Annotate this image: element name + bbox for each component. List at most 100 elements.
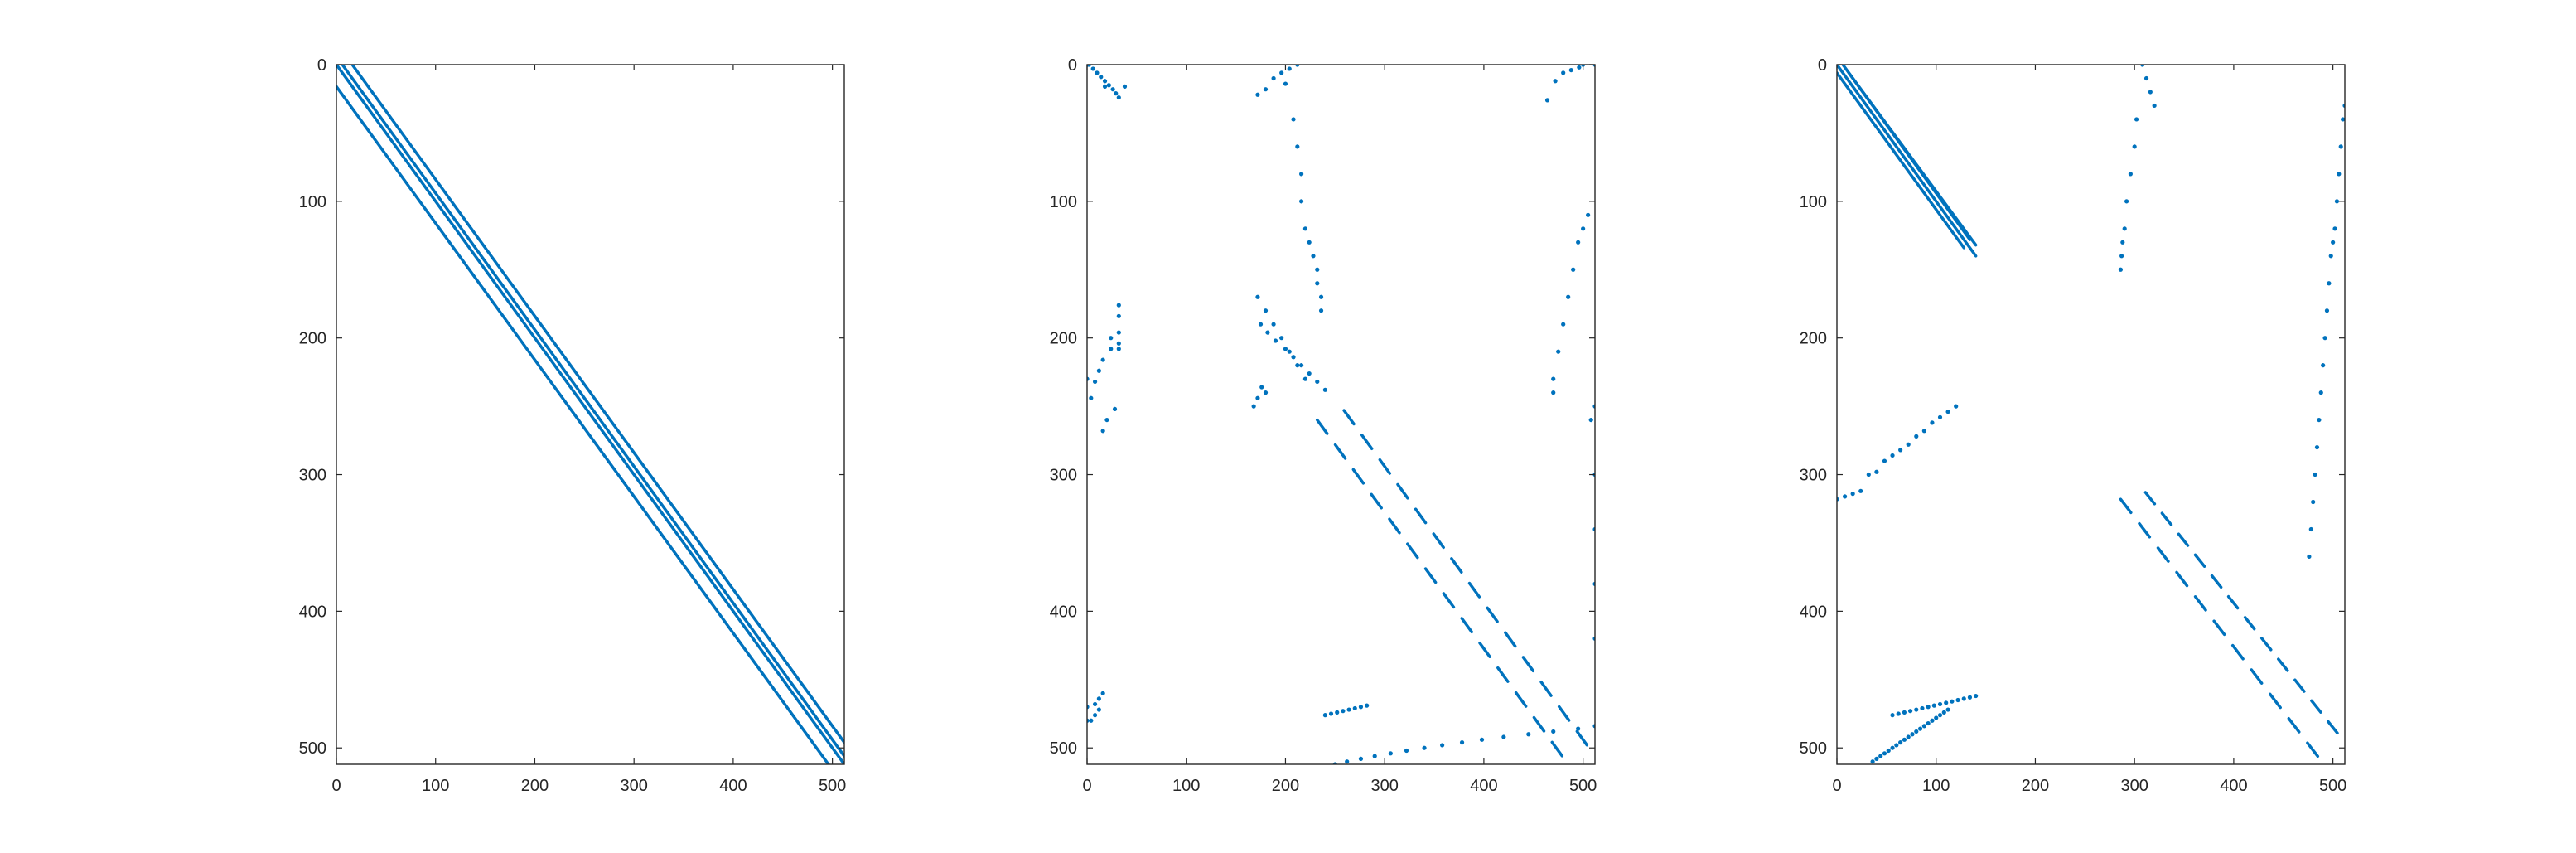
nonzero-point — [1255, 294, 1260, 299]
nonzero-point — [1974, 693, 1979, 699]
dashed-band-1-dash — [2327, 720, 2339, 735]
dashed-band-2-dash — [1496, 666, 1510, 683]
nonzero-point — [1890, 713, 1895, 718]
nonzero-point — [1937, 713, 1943, 718]
x-tick-label: 500 — [2319, 777, 2346, 795]
nonzero-point — [1878, 754, 1883, 758]
nonzero-point — [1926, 705, 1931, 710]
nonzero-point — [1302, 376, 1307, 381]
y-tick-label: 200 — [1800, 330, 1827, 348]
dashed-band-2-dash — [1442, 592, 1456, 609]
nonzero-point — [2327, 281, 2332, 286]
nonzero-point — [1110, 87, 1115, 92]
dashed-band-2-dash — [2138, 521, 2152, 539]
dashed-band-1-dash — [1432, 532, 1445, 550]
nonzero-point — [1526, 732, 1531, 737]
nonzero-point — [1571, 267, 1576, 272]
nonzero-point — [1258, 322, 1264, 327]
nonzero-point — [1874, 756, 1879, 762]
dashed-band-1-dash — [2177, 532, 2190, 547]
nonzero-point — [1906, 442, 1911, 447]
nonzero-point — [1299, 172, 1304, 177]
nonzero-point — [1934, 715, 1939, 720]
nonzero-point — [1501, 734, 1506, 739]
nonzero-point — [2332, 226, 2337, 231]
nonzero-point — [2324, 308, 2330, 313]
nonzero-point — [1551, 729, 1556, 734]
nonzero-point — [2132, 144, 2137, 149]
nonzero-point — [1100, 357, 1105, 362]
nonzero-point — [1920, 705, 1925, 711]
nonzero-point — [2122, 226, 2127, 231]
dashed-band-1-dash — [2160, 511, 2173, 526]
y-tick-label: 400 — [1050, 603, 1077, 621]
diagonal-band-4 — [336, 85, 830, 764]
dashed-band-2-dash — [2306, 741, 2320, 758]
dashed-band-1-dash — [1521, 656, 1535, 673]
nonzero-point — [1259, 385, 1264, 390]
nonzero-point — [1283, 81, 1288, 86]
dashed-band-2-dash — [1478, 642, 1491, 658]
x-tick-label: 0 — [331, 777, 341, 795]
nonzero-point — [1581, 226, 1586, 231]
nonzero-point — [1898, 740, 1903, 745]
nonzero-point — [1586, 212, 1591, 217]
dashed-band-2-dash — [1460, 617, 1473, 634]
dashed-band-2-dash — [2287, 717, 2301, 734]
nonzero-point — [1279, 70, 1284, 75]
nonzero-point — [1287, 66, 1292, 71]
y-tick-label: 500 — [1050, 739, 1077, 758]
y-tick-label: 400 — [299, 603, 326, 621]
nonzero-point — [1096, 707, 1101, 712]
dashed-band-2-dash — [1388, 517, 1401, 535]
y-tick-label: 500 — [1800, 739, 1827, 758]
nonzero-point — [2322, 336, 2327, 341]
nonzero-point — [1930, 420, 1935, 425]
nonzero-point — [1092, 701, 1098, 707]
x-tick-label: 400 — [719, 777, 747, 795]
nonzero-point — [2337, 172, 2342, 177]
nonzero-point — [1945, 707, 1950, 712]
nonzero-point — [1299, 363, 1304, 368]
nonzero-point — [1116, 330, 1121, 335]
dashed-band-1-dash — [2143, 491, 2157, 506]
nonzero-point — [2128, 172, 2133, 177]
nonzero-point — [1388, 751, 1393, 756]
y-tick-label: 0 — [317, 56, 326, 75]
nonzero-point — [1914, 729, 1919, 734]
dashed-band-1-dash — [1396, 482, 1409, 500]
nonzero-point — [2119, 254, 2124, 259]
nonzero-point — [1874, 469, 1879, 474]
nonzero-point — [1116, 95, 1121, 100]
nonzero-point — [1902, 737, 1907, 742]
nonzero-point — [1271, 75, 1276, 81]
nonzero-point — [1251, 404, 1256, 409]
nonzero-point — [1090, 66, 1095, 71]
spy-plot-2: 0 100 200 300 400 500 0 100 200 300 400 500 — [1050, 56, 1597, 795]
nonzero-point — [1263, 308, 1269, 313]
nonzero-point — [1100, 691, 1105, 695]
nonzero-point — [1291, 117, 1296, 122]
nonzero-point — [1931, 703, 1936, 708]
dashed-band-1-dash — [2193, 553, 2206, 568]
nonzero-point — [1917, 726, 1923, 731]
nonzero-point — [1283, 347, 1288, 351]
dashed-band-2-dash — [1351, 468, 1365, 485]
nonzero-point — [1870, 759, 1875, 764]
nonzero-point — [1318, 294, 1324, 299]
nonzero-point — [1311, 254, 1316, 259]
nonzero-point — [1116, 303, 1121, 308]
dashed-band-2-dash — [2193, 595, 2207, 612]
nonzero-point — [1561, 70, 1566, 75]
nonzero-point — [2308, 526, 2313, 532]
nonzero-point — [1092, 379, 1098, 385]
x-tick-label: 200 — [1272, 777, 1299, 795]
nonzero-point — [1954, 404, 1959, 409]
nonzero-point — [1577, 65, 1582, 70]
x-tick-label: 300 — [2120, 777, 2148, 795]
nonzero-point — [1894, 743, 1899, 748]
y-tick-label: 200 — [299, 330, 326, 348]
nonzero-point — [1279, 336, 1284, 341]
nonzero-point — [1307, 240, 1312, 245]
